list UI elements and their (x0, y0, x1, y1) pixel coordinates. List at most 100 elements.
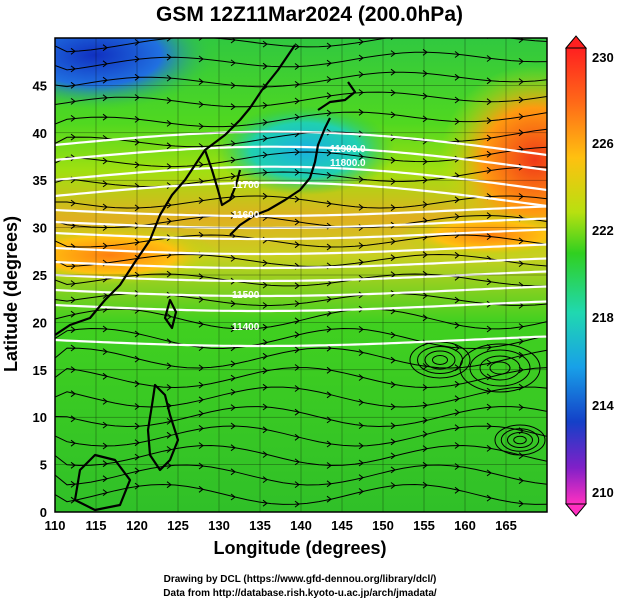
streamline-arrow (294, 148, 300, 156)
streamline-arrow (294, 113, 300, 121)
streamline-arrow (422, 481, 428, 489)
streamline-arrow (294, 364, 300, 371)
streamline-arrow (422, 430, 428, 438)
x-tick-label: 135 (249, 518, 271, 533)
streamline-arrow (134, 403, 140, 410)
contour-label: 11500 (232, 290, 260, 301)
credit-line-2: Data from http://database.rish.kyoto-u.a… (163, 588, 437, 599)
streamline-arrow (102, 421, 108, 429)
streamline-arrow (166, 384, 172, 391)
y-tick-label: 10 (33, 410, 47, 425)
streamline-arrow (422, 115, 428, 123)
streamline-arrow (454, 395, 460, 403)
streamline-arrow (518, 237, 524, 245)
x-tick-label: 150 (372, 518, 394, 533)
colorbar-tick-label: 210 (592, 485, 614, 500)
streamline-arrow (422, 48, 428, 56)
streamline-arrow (390, 452, 396, 460)
streamline-arrow (454, 251, 460, 259)
streamline-arrow (166, 462, 172, 469)
streamline-arrow (70, 98, 76, 105)
streamline-arrow (422, 445, 428, 452)
streamline-arrow (198, 55, 204, 63)
streamline-arrow (358, 89, 364, 96)
streamline-arrow (262, 151, 268, 159)
streamline-arrow (262, 135, 268, 142)
streamline-arrow (102, 475, 108, 483)
streamline-arrow (454, 424, 460, 432)
streamline-arrow (70, 199, 76, 207)
streamline-arrow (70, 310, 76, 318)
streamline-arrow (390, 204, 396, 212)
streamline-arrow (198, 123, 204, 130)
streamline-arrow (390, 68, 396, 76)
streamline-arrow (486, 212, 492, 219)
streamline-arrow (422, 92, 428, 100)
streamline-arrow (102, 442, 108, 450)
streamline-eddy (432, 355, 448, 365)
streamline-arrow (294, 241, 300, 249)
streamline-arrow (294, 169, 300, 176)
y-tick-label: 0 (40, 505, 47, 520)
streamline-arrow (390, 403, 396, 411)
streamline-arrow (198, 101, 204, 108)
streamline-arrow (422, 401, 428, 409)
streamline-arrow (326, 149, 332, 157)
streamline-eddy (494, 424, 546, 456)
streamline-arrow (134, 330, 140, 338)
streamline-arrow (390, 156, 396, 164)
streamline-arrow (390, 254, 396, 262)
streamline-arrow (358, 459, 364, 467)
streamline-arrow (70, 262, 76, 270)
streamline-arrow (326, 76, 332, 83)
streamline-arrow (358, 442, 364, 450)
streamline-arrow (326, 59, 332, 67)
streamline-arrow (454, 409, 460, 416)
streamline-arrow (262, 259, 268, 267)
colorbar-tick-label: 222 (592, 223, 614, 238)
x-axis-label: Longitude (degrees) (213, 538, 387, 558)
streamline-arrow (422, 384, 428, 391)
streamline-eddy (507, 432, 533, 448)
asia-mainland-coast (55, 44, 296, 336)
y-tick-label: 15 (33, 363, 47, 378)
streamline-arrow (262, 451, 268, 458)
streamline-arrow (390, 466, 396, 474)
streamline-arrow (390, 381, 396, 389)
streamline-arrow (486, 134, 492, 142)
streamline-arrow (134, 204, 140, 212)
streamline-arrow (102, 60, 108, 68)
streamline-arrow (326, 295, 332, 303)
streamline-arrow (70, 115, 76, 122)
streamline-arrow (358, 108, 364, 116)
streamline-arrow (70, 280, 76, 287)
x-tick-label: 165 (495, 518, 517, 533)
streamline-eddy (479, 355, 521, 381)
y-tick-label: 25 (33, 268, 47, 283)
streamline-arrow (134, 94, 140, 101)
streamline-arrow (230, 422, 236, 430)
streamline-arrow (294, 458, 300, 466)
streamline-arrow (518, 323, 524, 330)
streamline-arrow (486, 359, 492, 367)
streamline-arrow (294, 300, 300, 307)
streamline-arrow (486, 422, 492, 430)
streamline-arrow (230, 360, 236, 368)
streamline-arrow (358, 153, 364, 160)
streamline-eddy (489, 361, 511, 375)
streamline-arrow (454, 118, 460, 125)
streamline-arrow (166, 217, 172, 225)
streamline-arrow (166, 313, 172, 320)
streamline-arrow (455, 30, 459, 36)
streamline-arrow (102, 44, 108, 52)
streamline-arrow (326, 440, 332, 448)
streamline-arrow (166, 431, 172, 439)
streamline-arrow (518, 500, 524, 508)
y-tick-label: 20 (33, 315, 47, 330)
streamline-arrow (262, 383, 268, 391)
streamline-arrow (166, 362, 172, 370)
streamline-arrow (102, 372, 108, 380)
streamline-arrow (454, 442, 460, 449)
streamline-arrow (294, 346, 300, 354)
